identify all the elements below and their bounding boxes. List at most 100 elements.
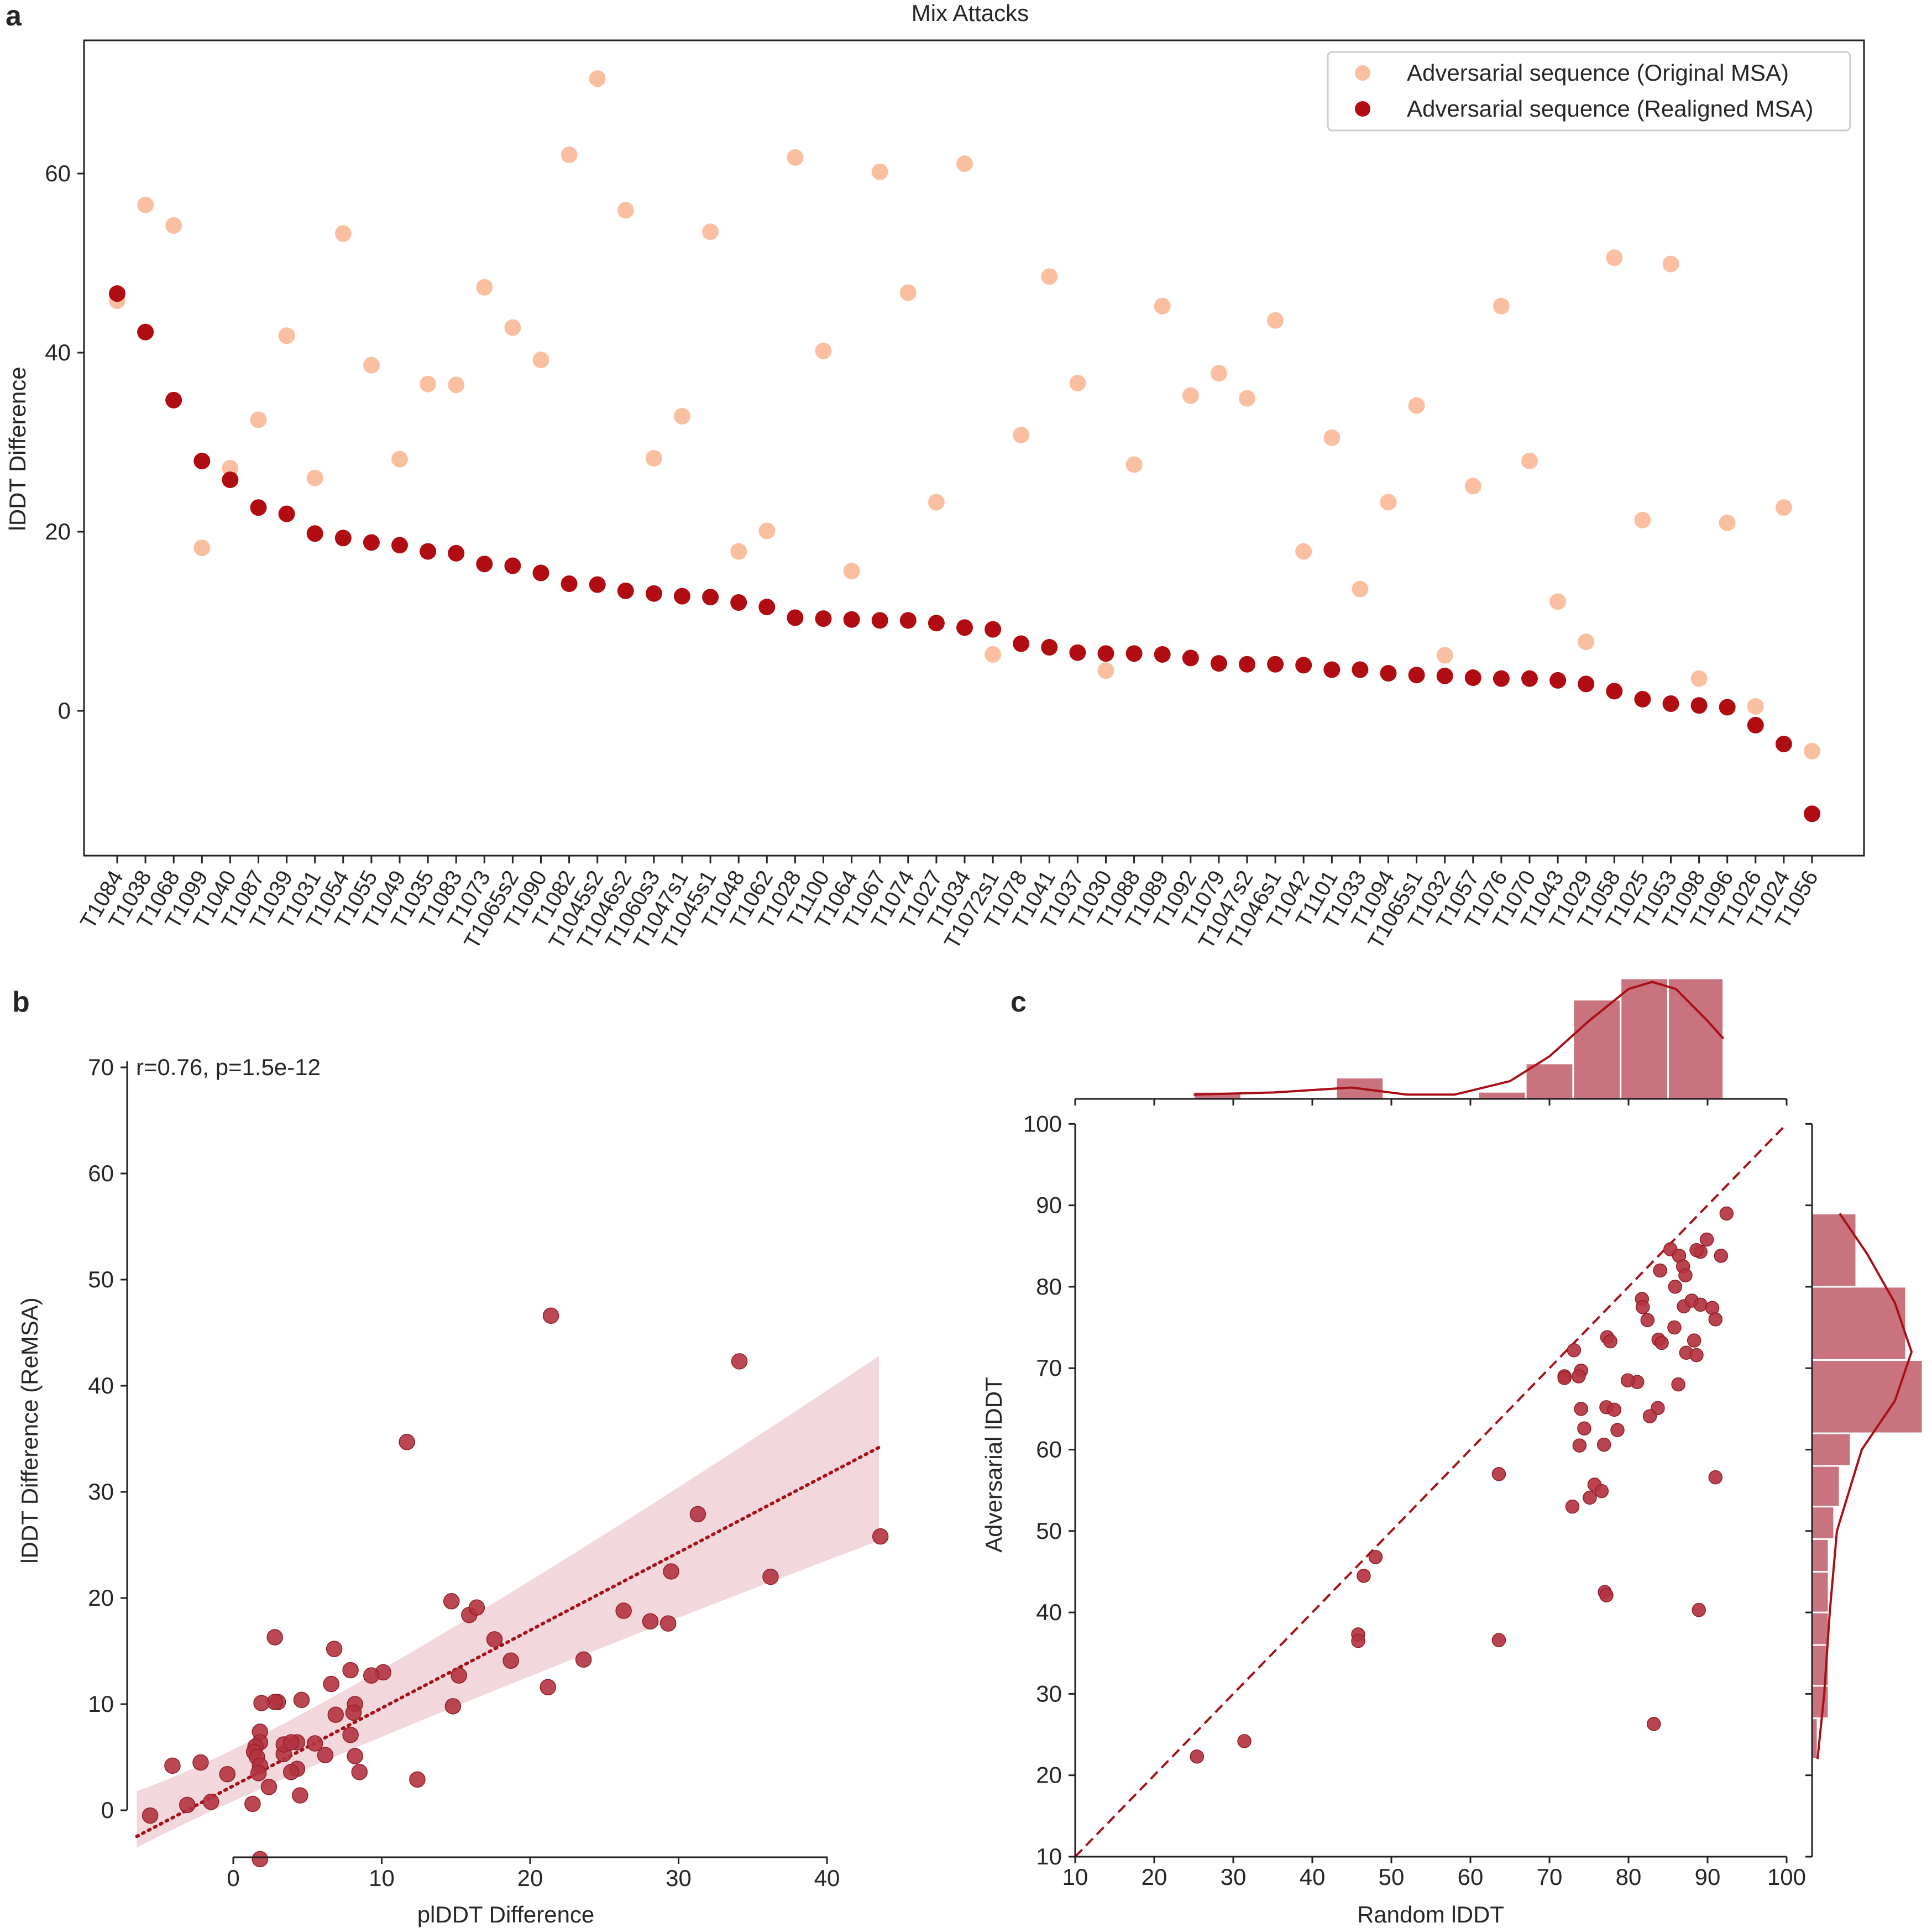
panel-a-frame <box>83 39 1865 857</box>
panel-b-point <box>342 1662 359 1679</box>
panel-a-original-point <box>476 279 493 296</box>
panel-a-original-point <box>1323 429 1341 446</box>
panel-a-original-point <box>589 70 606 87</box>
panel-a-realigned-point <box>956 619 973 636</box>
panel-a-original-point <box>1549 593 1567 610</box>
panel-b-point <box>292 1787 308 1804</box>
panel-b-point <box>250 1765 267 1782</box>
panel-b-point <box>327 1706 344 1723</box>
panel-a-realigned-point <box>1493 670 1510 687</box>
panel-c-x-tick-label: 40 <box>1300 1864 1326 1890</box>
panel-a-original-point <box>617 202 634 219</box>
panel-a-realigned-point <box>1239 656 1255 673</box>
panel-a-original-point <box>815 342 832 359</box>
panel-c-x-tick-label: 100 <box>1767 1864 1806 1890</box>
panel-a-y-tick-label: 0 <box>58 698 71 724</box>
panel-c-point <box>1653 1263 1667 1278</box>
panel-c-y-tick-label: 20 <box>1036 1762 1062 1788</box>
panel-c-top-density-curve <box>1193 981 1725 1096</box>
panel-a-original-point <box>532 351 549 368</box>
panel-c-x-tick-label: 90 <box>1695 1864 1721 1890</box>
panel-b-point <box>689 1506 706 1523</box>
panel-a-realigned-point <box>420 543 437 560</box>
panel-c-point <box>1599 1588 1614 1602</box>
panel-b-point <box>575 1651 592 1668</box>
panel-c-point <box>1368 1550 1383 1564</box>
panel-b-point <box>345 1704 362 1721</box>
panel-b-y-ticks: 0 10 20 30 40 50 60 70 <box>88 1054 127 1823</box>
panel-b-x-tick-label: 30 <box>666 1865 692 1891</box>
panel-c-y-tick-label: 50 <box>1036 1518 1062 1544</box>
panel-a-original-point <box>1804 742 1820 759</box>
panel-a-original-point <box>1069 375 1086 392</box>
panel-a-original-point <box>1267 312 1284 329</box>
panel-a-original-point <box>899 284 917 301</box>
panel-a-original-point <box>306 469 323 486</box>
panel-b-point <box>293 1691 310 1709</box>
legend-marker-realigned-msa <box>1355 101 1370 117</box>
panel-c-point <box>1668 1280 1683 1294</box>
panel-b-point <box>486 1631 503 1648</box>
panel-b-x-axis-label: plDDT Difference <box>417 1901 595 1927</box>
panel-c-point <box>1603 1334 1617 1349</box>
panel-c-point <box>1357 1569 1371 1583</box>
panel-c-right-hist-bar <box>1811 1212 1857 1288</box>
panel-a-original-point <box>1634 511 1651 528</box>
panel-a-original-point <box>1041 268 1058 285</box>
panel-c-top-hist-bar <box>1620 977 1669 1100</box>
panel-b-point <box>202 1793 219 1810</box>
panel-a-realigned-point <box>334 530 352 547</box>
panel-a-title: Mix Attacks <box>912 0 1029 26</box>
panel-b-point <box>306 1735 323 1752</box>
panel-c-point <box>1708 1312 1723 1327</box>
panel-a-original-point <box>137 196 154 213</box>
panel-c-point <box>1654 1335 1669 1350</box>
panel-c-point <box>1610 1423 1625 1437</box>
panel-b-point <box>282 1734 300 1751</box>
panel-b-x-tick-label: 0 <box>227 1865 239 1891</box>
panel-b-x-tick-label: 40 <box>814 1865 840 1891</box>
panel-b-point <box>351 1764 368 1780</box>
panel-b-confidence-band <box>137 1356 879 1848</box>
panel-b-annotation: r=0.76, p=1.5e-12 <box>136 1054 321 1080</box>
panel-c-point <box>1635 1300 1650 1314</box>
panel-b-point <box>142 1807 159 1824</box>
panel-a-original-point <box>1352 580 1369 598</box>
panel-c-y-tick-label: 10 <box>1036 1843 1062 1869</box>
panel-c-point <box>1572 1369 1586 1384</box>
legend-marker-original-msa <box>1355 65 1370 81</box>
panel-a-realigned-point <box>1634 690 1651 708</box>
panel-a-original-point <box>1097 662 1114 679</box>
panel-label-b: b <box>12 986 30 1018</box>
panel-c-x-tick-label: 30 <box>1221 1864 1247 1890</box>
panel-a-realigned-point <box>758 599 776 616</box>
panel-b-y-tick-label: 40 <box>88 1372 114 1398</box>
panel-c-y-tick-label: 70 <box>1036 1355 1062 1381</box>
panel-a-original-point <box>1182 387 1199 404</box>
panel-b-point <box>731 1353 748 1370</box>
panel-a-original-point <box>420 375 437 392</box>
panel-b-point <box>468 1599 485 1616</box>
panel-b-correlation: b 0 10 20 30 40 50 60 70 0 10 20 30 40 r=0.76, p=1.… <box>12 986 889 1927</box>
panel-a-x-ticks: T1084T1038T1068T1099T1040T1087T1039T1031… <box>76 856 1823 953</box>
panel-a-original-point <box>1210 365 1227 382</box>
panel-c-point <box>1594 1484 1609 1499</box>
panel-a-legend: Adversarial sequence (Original MSA) Adve… <box>1327 51 1851 132</box>
panel-c-point <box>1557 1371 1572 1385</box>
panel-a-realigned-point <box>730 594 747 611</box>
panel-c-joint-plot: c 10 20 30 40 50 60 70 80 90 100 10 20 30 40 50 60 70 80… <box>981 977 1924 1927</box>
panel-c-top-hist-bar <box>1525 1062 1574 1100</box>
panel-a-original-point <box>448 376 465 394</box>
panel-a-original-point <box>843 563 860 580</box>
panel-b-y-tick-label: 70 <box>88 1054 114 1080</box>
panel-a-realigned-point <box>1690 697 1708 714</box>
panel-c-point <box>1491 1633 1506 1647</box>
panel-c-point <box>1699 1232 1714 1247</box>
panel-a-realigned-point <box>504 557 521 574</box>
panel-a-original-point <box>674 408 690 425</box>
panel-b-point <box>540 1679 556 1696</box>
panel-c-right-hist-bar <box>1811 1465 1841 1508</box>
panel-a-realigned-point <box>985 621 1002 638</box>
panel-b-y-tick-label: 30 <box>88 1479 114 1505</box>
